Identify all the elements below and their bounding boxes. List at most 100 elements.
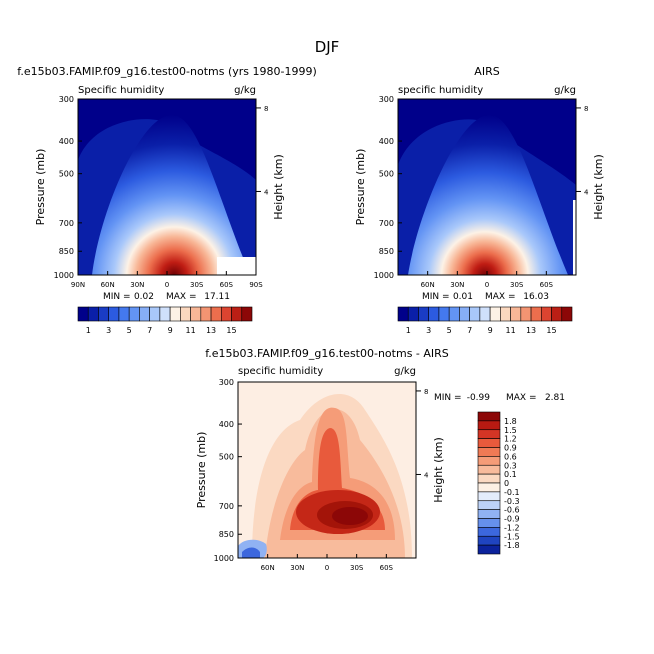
x-tick-label: 30S (190, 281, 204, 289)
colorbar-swatch (241, 306, 253, 322)
x-tick-label: 60S (540, 281, 554, 289)
colorbar-swatch (551, 306, 563, 322)
x-tick-label: 60N (421, 281, 435, 289)
colorbar-swatch (98, 306, 110, 322)
colorbar-label: -1.8 (504, 541, 520, 550)
y2-tick-label: 4 (584, 188, 589, 196)
colorbar-label: 0.1 (504, 470, 517, 479)
panel-model-title: f.e15b03.FAMIP.f09_g16.test00-notms (yrs… (17, 65, 317, 78)
colorbar-swatch (77, 306, 89, 322)
x-tick-label: 90N (71, 281, 85, 289)
panel-diff-x-ticks: 60N 30N 0 30S 60S (261, 554, 394, 572)
colorbar-label: -0.1 (504, 488, 520, 497)
panel-obs-right-label: g/kg (554, 85, 576, 96)
panel-obs-min-value: 0.01 (453, 292, 473, 302)
panel-obs-max-label: MAX = (485, 292, 516, 302)
colorbar-label: 7 (467, 326, 472, 335)
y-tick-label: 500 (219, 453, 234, 462)
y-tick-label: 700 (379, 219, 394, 228)
colorbar-swatch (477, 456, 501, 466)
y2-tick-label: 4 (424, 471, 429, 479)
colorbar-swatch (200, 306, 212, 322)
panel-model-ylabel: Pressure (mb) (34, 149, 47, 226)
colorbar-swatch (477, 438, 501, 448)
colorbar-swatch (397, 306, 409, 322)
colorbar-swatch (477, 527, 501, 537)
colorbar-swatch (210, 306, 222, 322)
colorbar-label: 1.5 (504, 426, 517, 435)
y-tick-label: 700 (59, 219, 74, 228)
panel-model-y2-ticks: 84 (256, 105, 269, 196)
colorbar-swatch (418, 306, 430, 322)
panel-model-right-label: g/kg (234, 85, 256, 96)
y-tick-label: 400 (219, 420, 234, 429)
panel-model-missing-data (217, 257, 256, 275)
colorbar-swatch (180, 306, 191, 322)
colorbar-swatch (428, 306, 440, 322)
panel-obs-y2-ticks: 84 (576, 105, 589, 196)
colorbar-swatch (510, 306, 522, 322)
page-title: DJF (315, 38, 340, 56)
colorbar-label: 1.8 (504, 417, 517, 426)
x-tick-label: 30N (290, 564, 304, 572)
colorbar-swatch (477, 411, 501, 422)
colorbar-swatch (477, 544, 501, 555)
y2-tick-label: 4 (264, 188, 269, 196)
y-tick-label: 1000 (374, 271, 394, 280)
colorbar-label: -0.3 (504, 497, 520, 506)
colorbar-swatch (139, 306, 150, 322)
x-tick-label: 60N (101, 281, 115, 289)
colorbar-label: 13 (526, 326, 536, 335)
panel-model-y-ticks: 300 400 500 700 850 1000 (54, 95, 82, 280)
panel-model-min-value: 0.02 (134, 292, 154, 302)
colorbar-label: 3 (426, 326, 431, 335)
panel-diff-ylabel: Pressure (mb) (195, 432, 208, 509)
colorbar-obs: 1 3 5 7 9 11 13 15 (397, 306, 573, 335)
colorbar-swatch (477, 464, 501, 475)
panel-obs-left-label: specific humidity (398, 85, 483, 96)
y-tick-label: 400 (379, 137, 394, 146)
x-tick-label: 30S (350, 564, 364, 572)
colorbar-swatch (489, 306, 501, 322)
colorbar-swatch (469, 306, 481, 322)
panel-diff-min-label: MIN = (434, 393, 462, 403)
colorbar-label: 0.6 (504, 452, 517, 461)
x-tick-label: 0 (325, 564, 329, 572)
x-tick-label: 0 (485, 281, 489, 289)
colorbar-label: 13 (206, 326, 216, 335)
colorbar-swatch (459, 306, 470, 322)
y-tick-label: 850 (379, 247, 394, 256)
x-tick-label: 60S (220, 281, 234, 289)
colorbar-swatch (407, 306, 419, 322)
x-tick-label: 60N (261, 564, 275, 572)
x-tick-label: 30N (130, 281, 144, 289)
colorbar-model: 1 3 5 7 9 11 13 15 (77, 306, 253, 335)
colorbar-label: 15 (226, 326, 236, 335)
colorbar-swatch (118, 306, 130, 322)
colorbar-swatch (477, 482, 501, 493)
colorbar-swatch (477, 473, 501, 484)
colorbar-swatch (530, 306, 542, 322)
y2-tick-label: 8 (424, 388, 428, 396)
panel-diff-title: f.e15b03.FAMIP.f09_g16.test00-notms - AI… (205, 347, 449, 360)
colorbar-label: 1 (86, 326, 91, 335)
colorbar-swatch (448, 306, 460, 322)
panel-diff-y-ticks: 300 400 500 700 850 1000 (214, 378, 242, 563)
panel-diff: f.e15b03.FAMIP.f09_g16.test00-notms - AI… (195, 347, 565, 572)
y-tick-label: 400 (59, 137, 74, 146)
colorbar-swatch (477, 535, 501, 546)
panel-model-max-value: 17.11 (204, 292, 230, 302)
colorbar-swatch (190, 306, 202, 322)
panel-diff-max-label: MAX = (506, 393, 537, 403)
colorbar-swatch (87, 306, 99, 322)
y-tick-label: 1000 (54, 271, 74, 280)
panel-obs-min-label: MIN = (422, 292, 450, 302)
panel-diff-right-label: g/kg (394, 366, 416, 377)
colorbar-label: 1 (406, 326, 411, 335)
panel-diff-y2label: Height (km) (432, 437, 445, 503)
y-tick-label: 300 (379, 95, 394, 104)
colorbar-label: 9 (168, 326, 173, 335)
panel-diff-y2-ticks: 84 (416, 388, 429, 479)
x-tick-label: 90S (249, 281, 263, 289)
